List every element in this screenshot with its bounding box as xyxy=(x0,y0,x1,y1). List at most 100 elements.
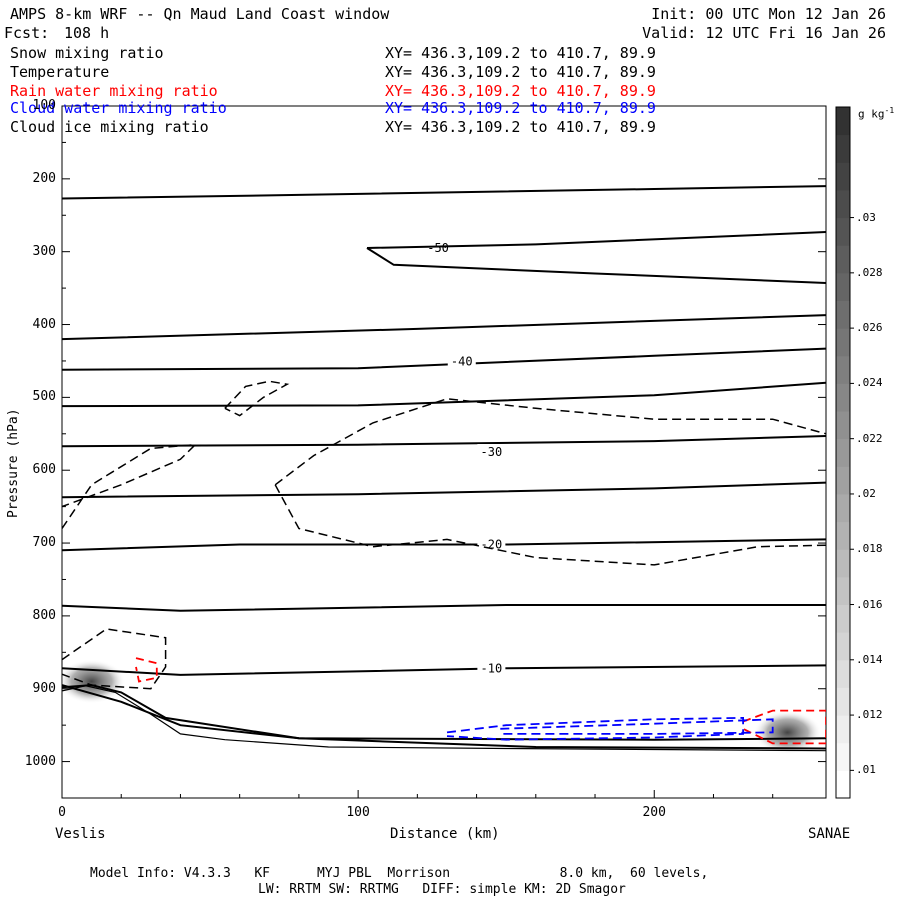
isotherm-label-bg-4 xyxy=(447,353,476,368)
legend-snow-label: Snow mixing ratio xyxy=(10,44,164,62)
colorbar-step-14 xyxy=(836,383,850,412)
forecast-hours: 108 h xyxy=(64,24,110,42)
colorbar-label: .026 xyxy=(856,321,883,335)
colorbar-unit-exponent: -1 xyxy=(884,106,895,115)
isotherm-7 xyxy=(62,481,826,499)
colorbar-unit-base: g kg xyxy=(858,107,885,121)
isotherm-10 xyxy=(62,664,826,676)
isotherm-label-10: -10 xyxy=(481,661,503,675)
colorbar-label: .022 xyxy=(856,431,883,445)
init-time: Init: 00 UTC Mon 12 Jan 26 xyxy=(651,5,886,23)
y-tick-label-500: 500 xyxy=(32,389,56,405)
isotherm-label-6: -30 xyxy=(481,445,503,459)
colorbar-frame xyxy=(835,106,851,799)
model-physics-line: LW: RRTM SW: RRTMG DIFF: simple KM: 2D S… xyxy=(258,882,626,897)
colorbar-label: .018 xyxy=(856,542,883,556)
colorbar-step-4 xyxy=(836,659,850,688)
legend-snow-xy: XY= 436.3,109.2 to 410.7, 89.9 xyxy=(385,44,656,62)
cloud-water-contour-1 xyxy=(500,718,774,735)
colorbar-step-23 xyxy=(836,134,850,163)
cloud-ice-shading-0 xyxy=(62,659,126,704)
chart-marks: -50-40-30-20-10 xyxy=(61,105,826,799)
colorbar-step-0 xyxy=(836,770,850,799)
snow-contour-3 xyxy=(274,484,826,566)
legend-cloud-water-xy: XY= 436.3,109.2 to 410.7, 89.9 xyxy=(385,99,656,117)
right-location: SANAE xyxy=(808,826,851,842)
y-tick-label-1000: 1000 xyxy=(24,753,56,769)
isotherm-6 xyxy=(62,435,826,448)
colorbar-step-7 xyxy=(836,576,850,606)
snow-contour-1 xyxy=(62,443,198,529)
colorbar-label: .028 xyxy=(856,265,883,279)
isotherm-2 xyxy=(366,247,826,284)
snow-contour-2 xyxy=(274,398,826,486)
valid-time: Valid: 12 UTC Fri 16 Jan 26 xyxy=(642,24,886,42)
colorbar-step-13 xyxy=(836,411,850,440)
colorbar-step-16 xyxy=(836,328,850,357)
y-tick-label-200: 200 xyxy=(32,170,56,186)
colorbar-label: .014 xyxy=(856,652,883,666)
legend-rain-xy: XY= 436.3,109.2 to 410.7, 89.9 xyxy=(385,82,656,100)
colorbar-step-21 xyxy=(836,189,850,219)
colorbar-label: .01 xyxy=(856,763,876,777)
colorbar-label: .012 xyxy=(856,708,883,722)
isotherm-0 xyxy=(62,185,826,200)
colorbar-step-20 xyxy=(836,217,850,246)
colorbar-step-8 xyxy=(836,549,850,578)
colorbar-step-12 xyxy=(836,438,850,467)
legend-temperature-xy: XY= 436.3,109.2 to 410.7, 89.9 xyxy=(385,63,656,81)
colorbar-step-10 xyxy=(836,493,850,523)
colorbar-step-2 xyxy=(836,715,850,744)
isotherm-label-bg-10 xyxy=(477,660,506,675)
y-tick-label-100: 100 xyxy=(32,98,56,113)
isotherm-label-0: -50 xyxy=(427,241,449,255)
y-axis-label: Pressure (hPa) xyxy=(6,408,21,518)
legend-cloud-ice-label: Cloud ice mixing ratio xyxy=(10,118,209,136)
forecast-label: Fcst: xyxy=(4,24,50,42)
legend-cloud-water-label: Cloud water mixing ratio xyxy=(10,99,227,117)
colorbar-step-1 xyxy=(836,742,850,771)
y-tick-label-300: 300 xyxy=(32,243,56,259)
axis-ticks xyxy=(61,105,826,799)
colorbar-step-19 xyxy=(836,245,850,274)
chart-title: AMPS 8-km WRF -- Qn Maud Land Coast wind… xyxy=(10,5,390,23)
rain-contour-0 xyxy=(135,657,158,683)
rain-contour-1 xyxy=(742,709,826,745)
isotherm-label-bg-6 xyxy=(477,444,506,458)
y-tick-label-900: 900 xyxy=(32,680,56,696)
y-tick-label-700: 700 xyxy=(32,535,56,551)
plot-frame xyxy=(61,105,827,799)
isotherm-5 xyxy=(62,381,826,408)
x-tick-label-200: 200 xyxy=(642,805,666,820)
legend-cloud-ice-xy: XY= 436.3,109.2 to 410.7, 89.9 xyxy=(385,118,656,136)
colorbar-step-5 xyxy=(836,632,850,661)
isotherm-12 xyxy=(62,684,826,741)
isotherm-8 xyxy=(62,538,826,552)
colorbar-label: .024 xyxy=(856,376,883,390)
x-tick-label-100: 100 xyxy=(346,805,370,820)
snow-contour-4 xyxy=(62,628,167,690)
colorbar-step-17 xyxy=(836,300,850,329)
colorbar-label: .03 xyxy=(856,210,876,224)
isotherm-label-4: -40 xyxy=(451,355,473,369)
colorbar-step-24 xyxy=(836,107,850,136)
y-tick-label-400: 400 xyxy=(32,316,56,332)
terrain-line xyxy=(62,685,826,752)
colorbar xyxy=(835,106,854,799)
plot-area: -50-40-30-20-10 xyxy=(62,185,826,755)
colorbar-step-3 xyxy=(836,687,850,716)
colorbar-label: .016 xyxy=(856,597,883,611)
x-tick-label-0: 0 xyxy=(58,805,66,820)
legend-rain-label: Rain water mixing ratio xyxy=(10,82,218,100)
cloud-ice-shading-1 xyxy=(753,710,822,755)
y-tick-label-800: 800 xyxy=(32,607,56,623)
colorbar-step-11 xyxy=(836,466,850,495)
colorbar-step-22 xyxy=(836,162,850,191)
colorbar-step-18 xyxy=(836,272,850,301)
colorbar-step-9 xyxy=(836,521,850,550)
isotherm-1 xyxy=(366,231,826,249)
colorbar-step-15 xyxy=(836,355,850,384)
colorbar-unit: g kg-1 xyxy=(858,104,894,122)
cloud-water-contour-0 xyxy=(446,716,744,741)
